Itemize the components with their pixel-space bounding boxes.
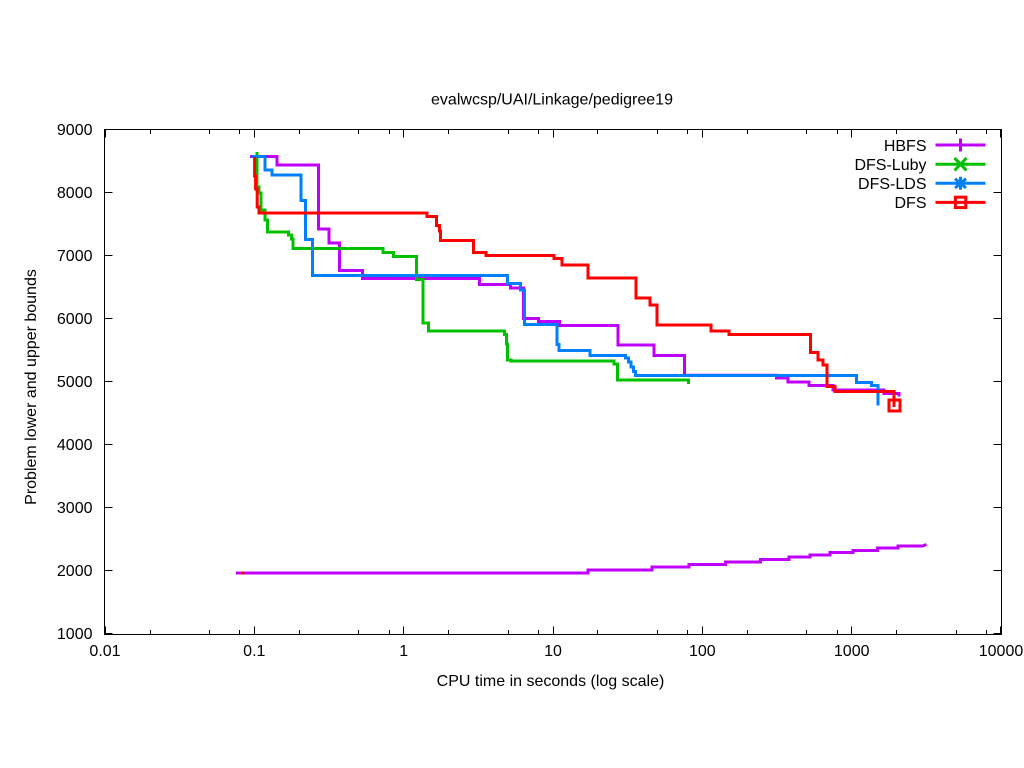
svg-text:9000: 9000 [57,122,93,139]
svg-text:1000: 1000 [57,626,93,643]
svg-text:DFS-LDS: DFS-LDS [858,176,926,193]
svg-text:8000: 8000 [57,185,93,202]
svg-text:3000: 3000 [57,500,93,517]
svg-text:CPU time in seconds (log scale: CPU time in seconds (log scale) [437,673,665,690]
svg-text:6000: 6000 [57,311,93,328]
svg-text:DFS-Luby: DFS-Luby [854,157,926,174]
svg-text:DFS: DFS [895,195,927,212]
svg-text:1000: 1000 [834,643,870,660]
svg-text:10: 10 [544,643,562,660]
svg-text:0.01: 0.01 [89,643,120,660]
svg-text:100: 100 [689,643,716,660]
svg-text:2000: 2000 [57,563,93,580]
svg-text:0.1: 0.1 [243,643,265,660]
svg-text:10000: 10000 [979,643,1024,660]
svg-text:1: 1 [399,643,408,660]
svg-text:evalwcsp/UAI/Linkage/pedigree1: evalwcsp/UAI/Linkage/pedigree19 [431,92,673,109]
svg-text:Problem lower and upper bounds: Problem lower and upper bounds [23,269,40,505]
svg-text:4000: 4000 [57,437,93,454]
svg-text:7000: 7000 [57,248,93,265]
svg-text:5000: 5000 [57,374,93,391]
svg-text:HBFS: HBFS [884,138,927,155]
